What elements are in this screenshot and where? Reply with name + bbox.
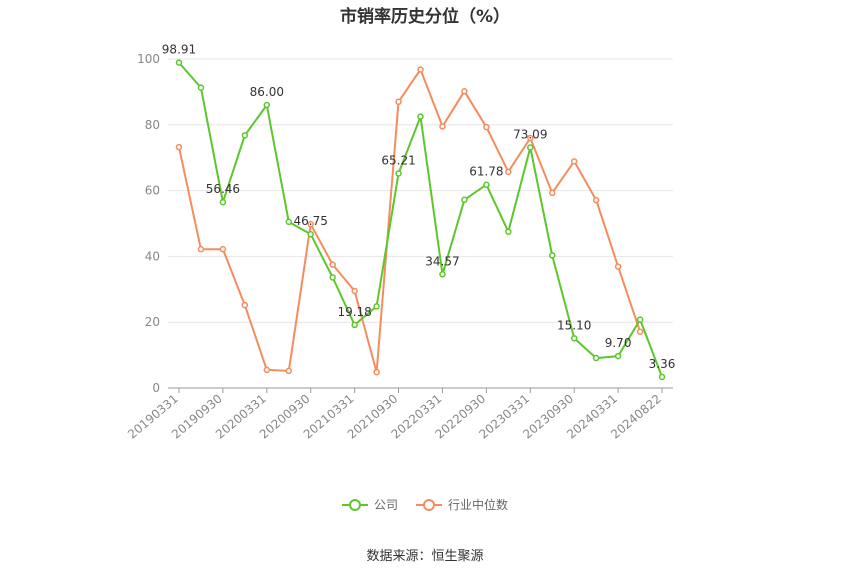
data-point — [614, 352, 622, 360]
data-point — [570, 335, 578, 342]
data-point — [548, 252, 556, 259]
data-label: 73.09 — [513, 128, 547, 142]
legend-item-0[interactable]: 公司 — [341, 496, 398, 513]
data-point — [592, 354, 600, 362]
legend: 公司 行业中位数 — [0, 496, 850, 513]
data-point — [263, 366, 271, 374]
y-tick-label: 40 — [145, 249, 160, 263]
data-point — [373, 303, 380, 310]
data-point — [351, 321, 358, 329]
data-point — [351, 287, 358, 295]
legend-swatch — [341, 498, 368, 511]
data-label: 98.91 — [162, 43, 196, 57]
data-point — [439, 271, 446, 278]
legend-swatch — [416, 498, 442, 511]
data-point — [175, 143, 183, 151]
data-point — [307, 230, 314, 238]
data-point — [527, 134, 534, 142]
data-label-layer: 98.91 56.46 86.00 46.75 19.18 65.21 34.57 61.78… — [162, 43, 676, 371]
data-point — [241, 132, 249, 139]
data-point — [658, 373, 666, 381]
data-point — [570, 158, 578, 165]
data-label: 56.46 — [206, 182, 240, 196]
data-label: 86.00 — [250, 85, 284, 99]
data-label: 3.36 — [649, 357, 676, 371]
data-point — [461, 87, 468, 95]
data-point — [461, 196, 468, 204]
data-point — [527, 144, 534, 151]
data-point — [614, 263, 622, 270]
data-point — [417, 66, 424, 73]
data-point — [395, 98, 402, 106]
y-tick-label: 0 — [152, 381, 160, 395]
series-layer — [175, 59, 666, 381]
y-tick-label: 60 — [145, 184, 160, 198]
data-point — [636, 316, 644, 323]
data-point — [505, 168, 512, 176]
data-point — [219, 198, 227, 206]
y-tick-label: 80 — [145, 118, 160, 132]
data-point — [175, 59, 183, 66]
data-point — [417, 113, 424, 120]
data-point — [483, 123, 490, 131]
data-point — [636, 328, 644, 335]
data-point — [285, 367, 293, 375]
data-label: 19.18 — [337, 305, 371, 319]
data-point — [373, 368, 380, 376]
data-point — [285, 218, 293, 226]
data-point — [263, 101, 271, 109]
data-point — [439, 123, 446, 130]
data-point — [505, 228, 512, 235]
data-source: 数据来源：恒生聚源 — [366, 549, 484, 564]
data-label: 46.75 — [294, 214, 328, 228]
chart-title: 市销率历史分位（%） — [339, 7, 511, 27]
data-point — [307, 220, 314, 228]
data-point — [329, 274, 336, 281]
legend-label: 行业中位数 — [448, 498, 509, 512]
data-label: 9.70 — [605, 336, 632, 350]
data-point — [197, 245, 205, 253]
data-point — [197, 84, 205, 91]
data-point — [592, 196, 600, 204]
legend-item-1[interactable]: 行业中位数 — [416, 496, 508, 513]
legend-label: 公司 — [373, 498, 398, 512]
data-label: 61.78 — [469, 165, 503, 179]
series-line-1 — [178, 68, 642, 374]
axis-layer: 0204060801002019033120190930202003312020… — [125, 52, 673, 442]
data-point — [395, 170, 402, 177]
y-tick-label: 20 — [145, 315, 160, 329]
data-point — [329, 261, 336, 268]
grid-layer — [168, 58, 673, 323]
data-point — [241, 301, 249, 309]
data-label: 34.57 — [425, 254, 459, 268]
data-point — [219, 245, 227, 253]
data-point — [483, 181, 490, 188]
data-point — [548, 189, 556, 197]
data-label: 65.21 — [381, 153, 415, 167]
data-label: 15.10 — [557, 318, 591, 332]
y-tick-label: 100 — [137, 52, 160, 66]
